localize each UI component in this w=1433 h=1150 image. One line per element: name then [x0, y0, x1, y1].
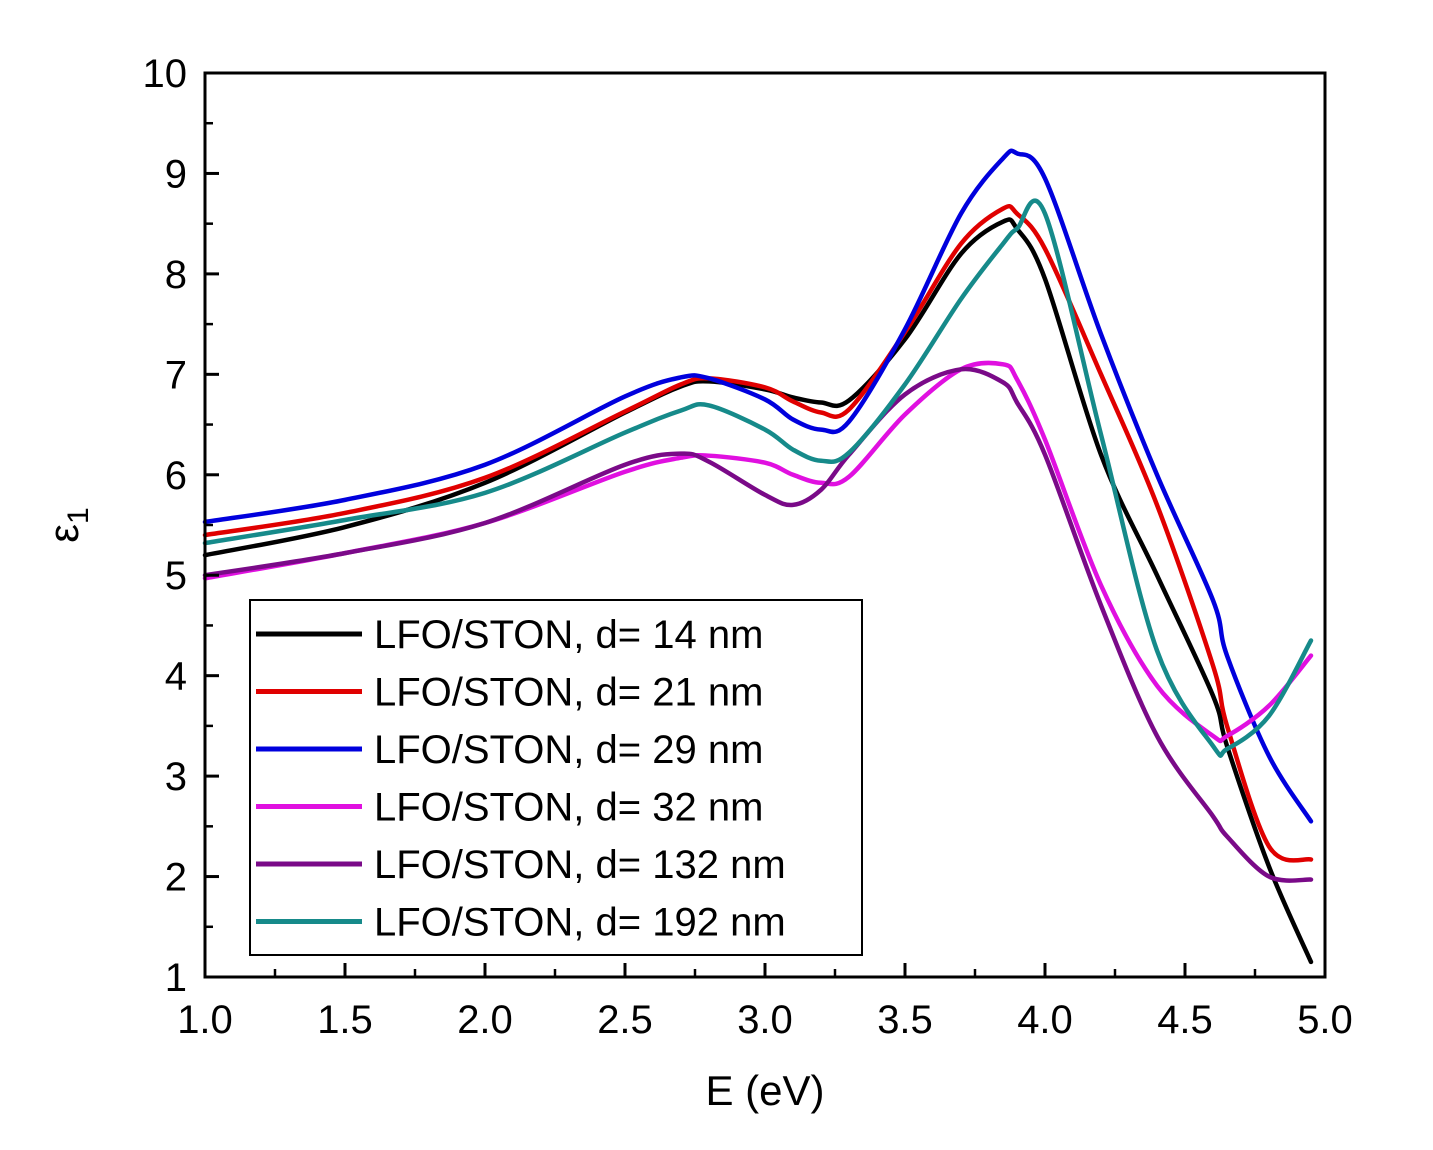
series-layer: [202, 148, 1314, 965]
y-tick-label: 4: [165, 655, 187, 699]
y-tick-label: 8: [165, 253, 187, 297]
legend-label-3: LFO/STON, d= 29 nm: [374, 728, 763, 772]
y-tick-label: 2: [165, 856, 187, 900]
x-tick-label: 4.0: [1017, 998, 1073, 1042]
y-tick-label: 5: [165, 554, 187, 598]
x-tick-label: 3.0: [737, 998, 793, 1042]
legend: LFO/STON, d= 14 nm LFO/STON, d= 21 nm LFO/…: [249, 599, 863, 956]
x-tick-label: 4.5: [1157, 998, 1213, 1042]
y-tick-label: 6: [165, 454, 187, 498]
y-tick-label: 7: [165, 353, 187, 397]
series-line-3: [202, 148, 1314, 824]
x-tick-label: 3.5: [877, 998, 933, 1042]
x-axis-title: E (eV): [705, 1067, 824, 1114]
x-tick-label: 5.0: [1297, 998, 1353, 1042]
legend-label-6: LFO/STON, d= 192 nm: [374, 901, 786, 945]
series-line-5: [202, 366, 1314, 883]
legend-label-2: LFO/STON, d= 21 nm: [374, 671, 763, 715]
y-tick-label: 9: [165, 152, 187, 196]
svg-text:ε1: ε1: [40, 507, 95, 542]
series-line-2: [202, 203, 1314, 863]
x-tick-label: 2.0: [457, 998, 513, 1042]
legend-label-1: LFO/STON, d= 14 nm: [374, 613, 763, 657]
y-tick-label: 10: [143, 52, 188, 96]
legend-label-5: LFO/STON, d= 132 nm: [374, 843, 786, 887]
y-axis-title: ε1: [40, 507, 95, 542]
x-tick-label: 2.5: [597, 998, 653, 1042]
x-tick-label: 1.0: [177, 998, 233, 1042]
legend-label-4: LFO/STON, d= 32 nm: [374, 786, 763, 830]
series-line-6: [202, 198, 1314, 758]
y-tick-label: 1: [165, 956, 187, 1000]
y-axis-title-subscript: 1: [62, 507, 95, 524]
y-tick-label: 3: [165, 755, 187, 799]
axes-layer: 1.0 1.5 2.0 2.5 3.0 3.5 4.0 4.5 5.0 1 2 3 4 5 6 7 8 9 10: [143, 52, 1353, 1042]
legend-box: [249, 599, 863, 956]
series-line-4: [202, 360, 1314, 744]
y-axis-title-symbol: ε: [40, 524, 87, 543]
x-tick-label: 1.5: [317, 998, 373, 1042]
